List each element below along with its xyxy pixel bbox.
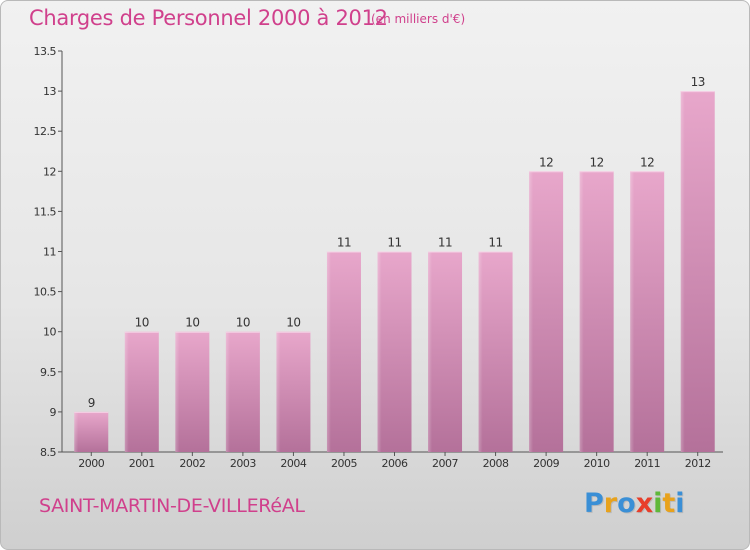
bar	[276, 331, 311, 452]
bar-value-label: 10	[286, 316, 300, 330]
bar-highlight	[276, 331, 281, 452]
y-tick-label: 13.5	[34, 45, 57, 58]
bar	[529, 171, 564, 453]
y-tick-label: 10.5	[34, 286, 57, 299]
chart-labels: 9 2000 10 2001 10 2002 10 2003 10 2004 11 2005 11 200…	[78, 75, 711, 470]
chart-title: Charges de Personnel 2000 à 2012	[29, 6, 388, 30]
x-tick-label: 2012	[685, 457, 711, 470]
x-tick-label: 2008	[483, 457, 509, 470]
bar-value-label: 11	[488, 236, 502, 250]
bar	[225, 331, 260, 452]
bar-highlight	[175, 331, 180, 452]
bar	[428, 251, 463, 452]
bar	[74, 411, 109, 452]
bar-highlight	[124, 331, 129, 452]
x-tick-label: 2011	[634, 457, 660, 470]
bar-highlight	[478, 251, 483, 452]
x-tick-label: 2000	[78, 457, 104, 470]
bar	[175, 331, 210, 452]
chart-subtitle: (en milliers d'€)	[371, 12, 466, 26]
bar	[124, 331, 159, 452]
bar-value-label: 12	[539, 155, 553, 169]
x-tick-label: 2002	[179, 457, 205, 470]
x-tick-label: 2006	[382, 457, 408, 470]
logo-letter: r	[603, 488, 618, 519]
bar-highlight	[377, 251, 382, 452]
y-tick-label: 13	[43, 85, 56, 98]
bar-highlight	[680, 91, 685, 452]
y-tick-label: 12.5	[34, 125, 57, 138]
chart-bars	[74, 91, 715, 453]
logo-letter: i	[653, 488, 663, 519]
bar	[377, 251, 412, 452]
bar	[630, 171, 665, 453]
bar-value-label: 11	[438, 236, 452, 250]
y-tick-label: 12	[43, 165, 56, 178]
bar-value-label: 10	[185, 316, 199, 330]
bar-value-label: 12	[590, 155, 604, 169]
x-tick-label: 2001	[129, 457, 155, 470]
y-tick-label: 8.5	[40, 446, 56, 459]
x-tick-label: 2009	[533, 457, 559, 470]
logo-letter: x	[635, 488, 654, 519]
logo-letter: o	[617, 488, 636, 519]
bar-value-label: 11	[337, 236, 351, 250]
logo-letter: P	[584, 488, 604, 519]
logo-letter: i	[675, 488, 685, 519]
y-tick-label: 10	[43, 326, 56, 339]
bar-value-label: 13	[691, 75, 705, 89]
bar	[478, 251, 513, 452]
logo-letter: t	[662, 488, 676, 519]
y-tick-label: 11.5	[34, 205, 57, 218]
bar-value-label: 9	[88, 396, 95, 410]
bar	[579, 171, 614, 453]
bar	[326, 251, 361, 452]
bar-highlight	[579, 171, 584, 453]
bar-highlight	[74, 411, 79, 452]
x-tick-label: 2004	[280, 457, 306, 470]
bar-value-label: 12	[640, 155, 654, 169]
bar-value-label: 10	[135, 316, 149, 330]
x-tick-label: 2005	[331, 457, 357, 470]
proxiti-logo: Proxiti	[584, 488, 685, 519]
y-tick-label: 9	[50, 406, 57, 419]
x-tick-label: 2007	[432, 457, 458, 470]
bar-highlight	[225, 331, 230, 452]
bar-value-label: 10	[236, 316, 250, 330]
bar-highlight	[326, 251, 331, 452]
y-tick-label: 11	[43, 246, 56, 259]
bar	[680, 91, 715, 452]
x-tick-label: 2010	[584, 457, 610, 470]
commune-name: SAINT-MARTIN-DE-VILLERéAL	[39, 495, 305, 517]
y-tick-label: 9.5	[40, 366, 56, 379]
x-tick-label: 2003	[230, 457, 256, 470]
bar-value-label: 11	[387, 236, 401, 250]
bar-highlight	[529, 171, 534, 453]
bar-highlight	[428, 251, 433, 452]
bar-highlight	[630, 171, 635, 453]
